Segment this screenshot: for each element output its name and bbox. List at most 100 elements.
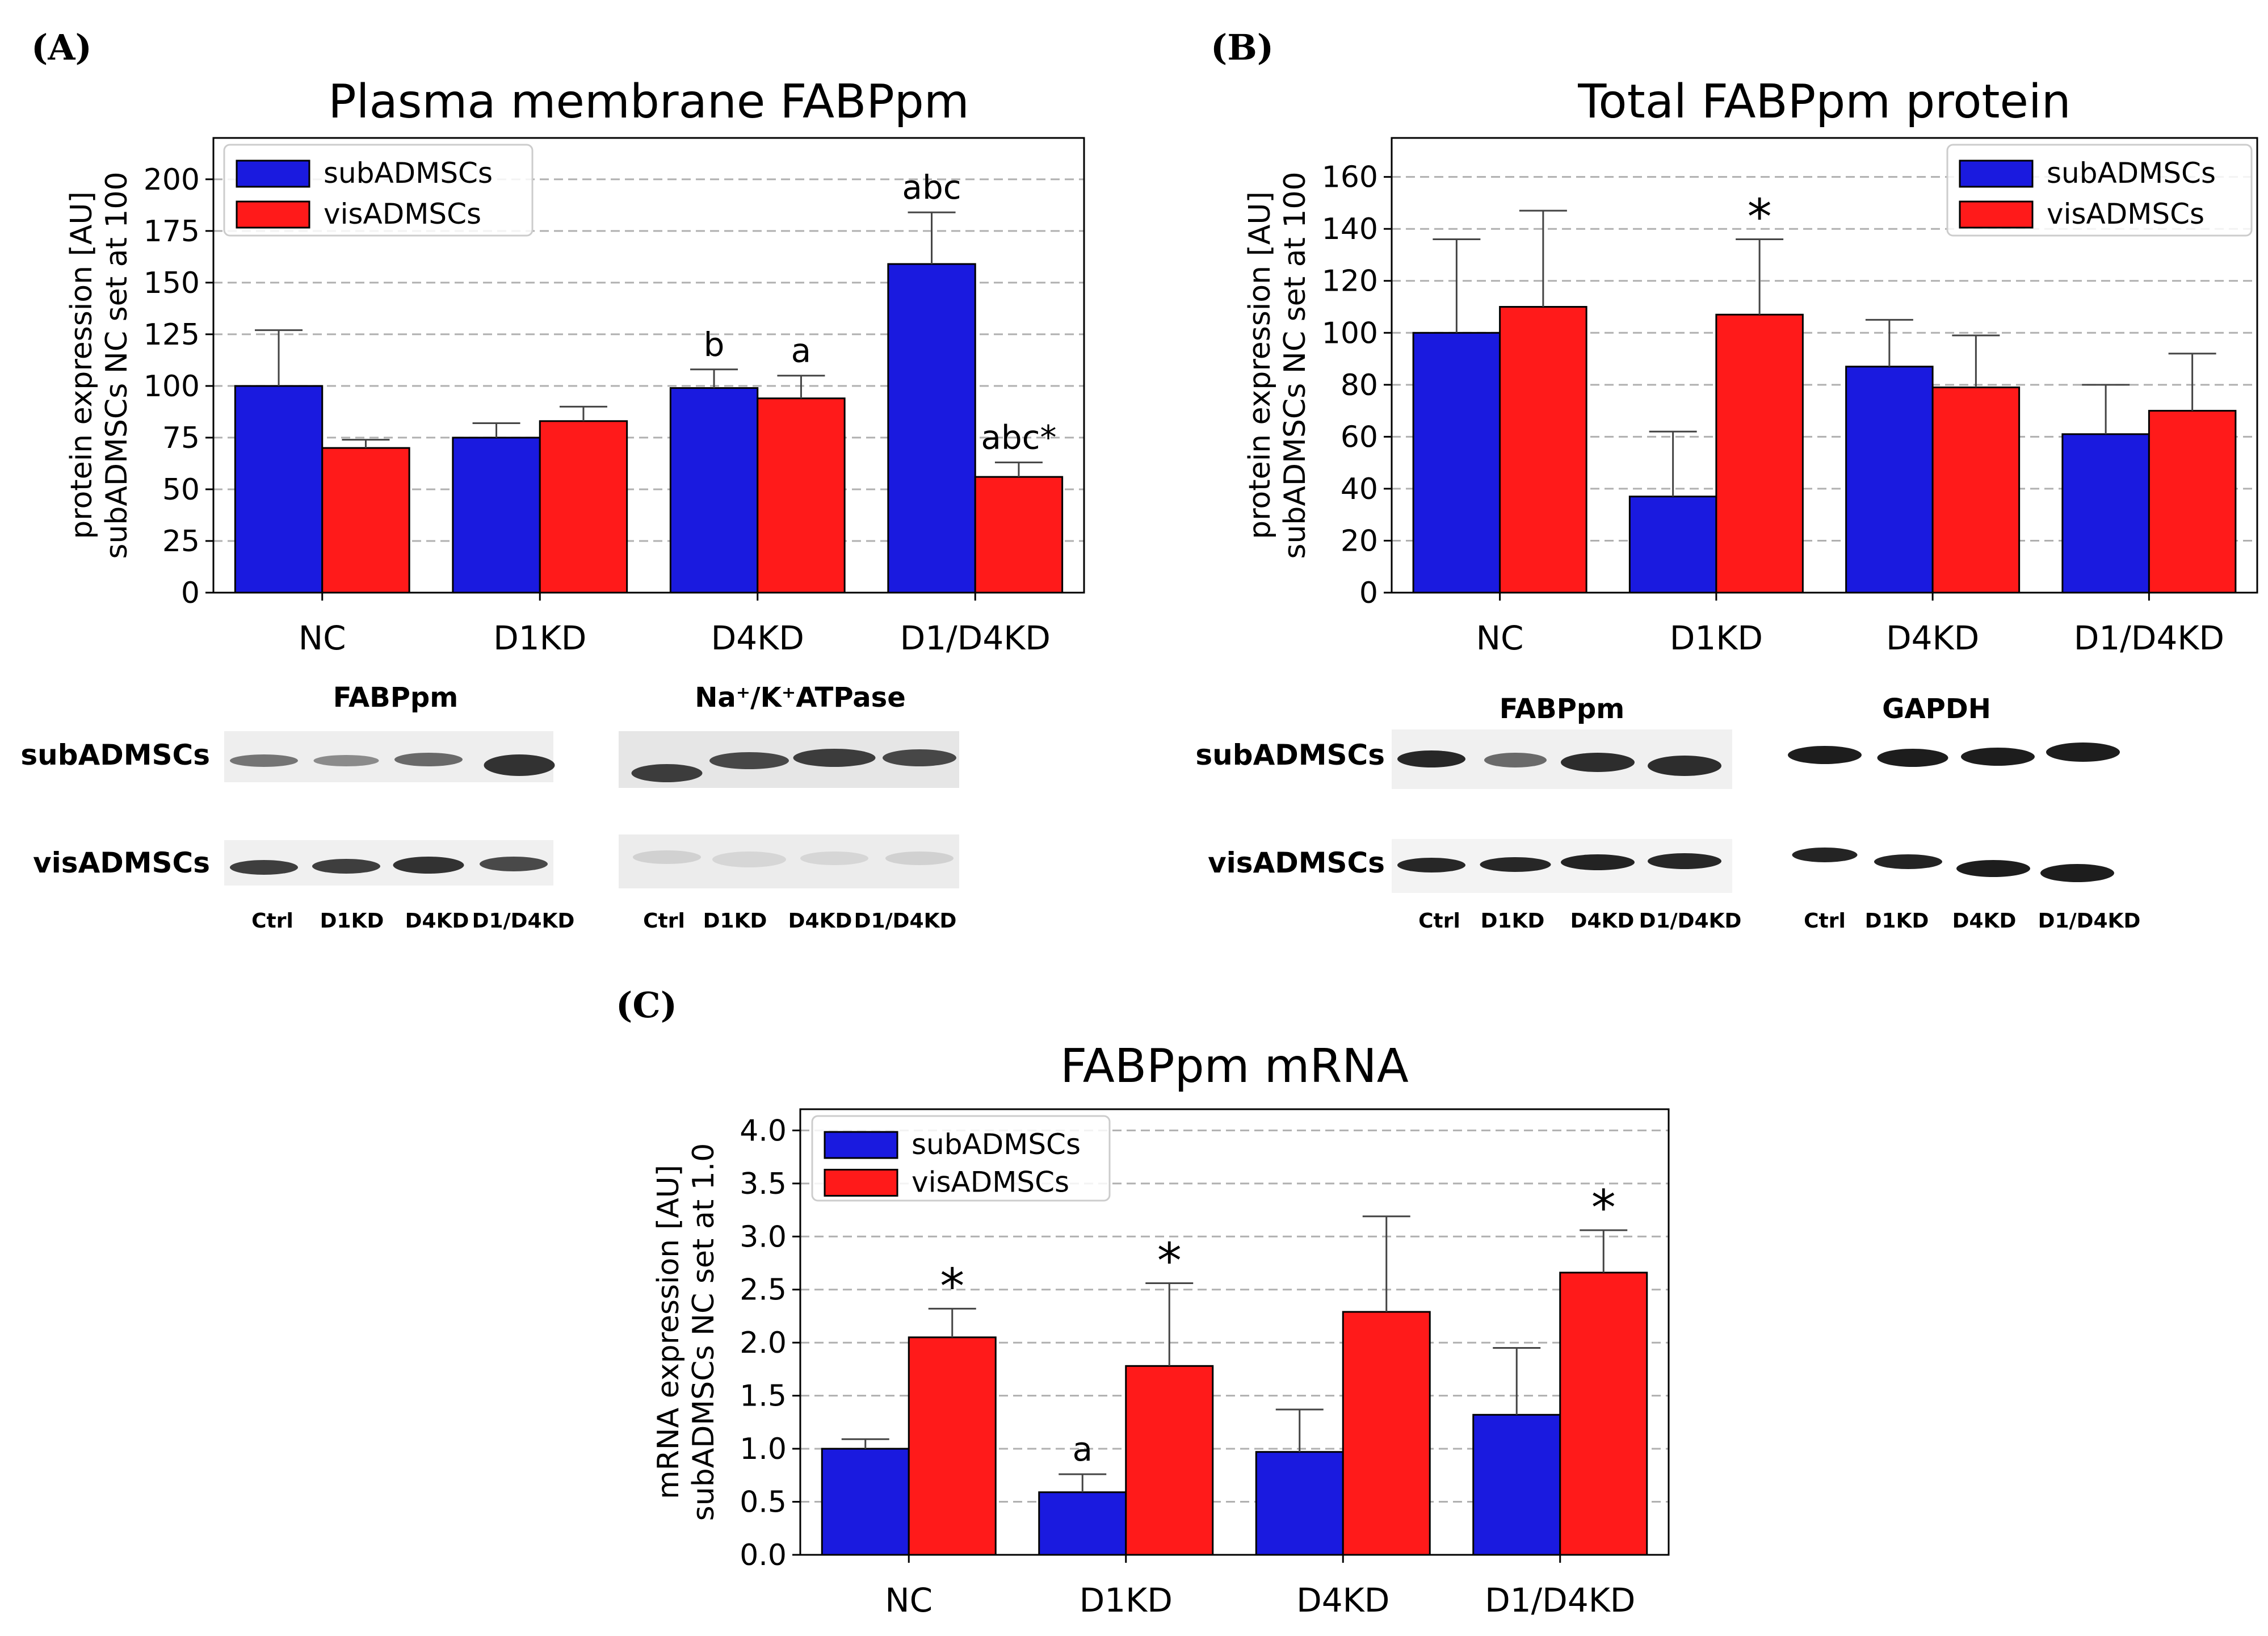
blot-band <box>1561 753 1635 772</box>
x-tick-label: NC <box>299 619 346 657</box>
y-tick-label: 100 <box>1322 316 1378 350</box>
bar-subadmscs <box>1472 1413 1561 1556</box>
bar-visadmscs <box>1559 1272 1648 1556</box>
legend-label: visADMSCs <box>324 198 481 230</box>
blot-lane-label: D4KD <box>1952 909 2017 933</box>
blot-lane-label: Ctrl <box>1804 909 1846 933</box>
legend-label: visADMSCs <box>912 1166 1069 1199</box>
y-tick-label: 200 <box>144 163 200 197</box>
blot-lane-label: Ctrl <box>1418 909 1460 933</box>
significance-annotation: * <box>1157 1233 1182 1290</box>
y-tick-label: 3.0 <box>740 1220 787 1254</box>
legend-label: subADMSCs <box>324 157 493 190</box>
legend-swatch <box>236 200 310 229</box>
blot-band <box>1648 756 1721 776</box>
bar-visadmscs <box>321 447 410 594</box>
plot-frame <box>212 137 1085 594</box>
bar-visadmscs <box>757 397 846 594</box>
bar-subadmscs <box>234 385 324 594</box>
western-blot-a: FABPpm Na⁺/K⁺ATPase subADMSCs visADMSCs Ctrl… <box>20 682 959 933</box>
bar-subadmscs <box>1038 1491 1127 1556</box>
x-tick-label: NC <box>1476 619 1524 657</box>
x-tick-label: D1/D4KD <box>900 619 1051 657</box>
y-tick-label: 1.0 <box>740 1432 787 1466</box>
bar-visadmscs <box>1125 1365 1214 1556</box>
blot-lane-label: D4KD <box>788 909 852 933</box>
y-tick-label: 2.5 <box>740 1273 787 1307</box>
blot-lane-label: D4KD <box>405 909 469 933</box>
blot-band <box>883 749 956 766</box>
plot-frame <box>799 1108 1670 1556</box>
blot-header: Na⁺/K⁺ATPase <box>695 682 906 714</box>
blot-lane-label: D1/D4KD <box>854 909 957 933</box>
y-tick-label: 0 <box>181 576 200 610</box>
plot-frame <box>1391 137 2258 594</box>
y-axis-label: subADMSCs NC set at 100 <box>100 171 134 559</box>
blot-row-label: visADMSCs <box>1208 846 1385 879</box>
blot-lane-label: D1KD <box>1865 909 1929 933</box>
y-tick-label: 25 <box>162 525 200 559</box>
y-tick-label: 50 <box>162 473 200 507</box>
y-tick-label: 0.0 <box>740 1538 787 1572</box>
x-tick-label: D1KD <box>493 619 586 657</box>
chart-title: Total FABPpm protein <box>1577 75 2071 129</box>
significance-annotation: * <box>1591 1180 1616 1236</box>
significance-annotation: b <box>704 325 725 364</box>
blot-band <box>709 752 789 769</box>
legend-swatch <box>1959 200 2034 229</box>
x-tick-label: D4KD <box>1296 1581 1389 1620</box>
y-tick-label: 2.0 <box>740 1326 787 1360</box>
legend-swatch <box>236 160 310 188</box>
blot-header: FABPpm <box>333 682 459 714</box>
bar-visadmscs <box>1931 386 2021 594</box>
significance-annotation: * <box>1748 189 1772 246</box>
blot-band <box>1788 746 1862 764</box>
blot-row-label: subADMSCs <box>20 739 210 771</box>
significance-annotation: abc* <box>981 418 1056 457</box>
chart-c: (C) FABPpm mRNA 0.0 0.5 1.0 1.5 2.0 2.5 3.0 3.5 4.… <box>616 984 1670 1620</box>
bar-subadmscs <box>1845 366 1934 594</box>
x-tick-label: D1/D4KD <box>2074 619 2224 657</box>
panel-label: (A) <box>31 27 92 68</box>
legend-label: visADMSCs <box>2047 198 2204 230</box>
bar-subadmscs <box>1628 496 1717 594</box>
y-tick-label: 20 <box>1341 524 1378 558</box>
bar-visadmscs <box>1715 313 1804 594</box>
blot-band <box>885 851 954 865</box>
bar-visadmscs <box>908 1336 997 1556</box>
blot-band <box>1877 749 1948 767</box>
y-tick-label: 3.5 <box>740 1167 787 1201</box>
blot-band <box>1484 753 1547 767</box>
blot-row-label: subADMSCs <box>1195 739 1385 771</box>
blot-band <box>230 860 298 875</box>
y-tick-label: 100 <box>144 370 200 404</box>
legend-label: subADMSCs <box>912 1128 1081 1161</box>
blot-background <box>619 834 959 888</box>
chart-b: (B) Total FABPpm protein 0 20 40 60 80 100 120 14… <box>1211 27 2258 657</box>
blot-band <box>1397 750 1465 767</box>
blot-band <box>800 851 868 865</box>
blot-lane-label: D1/D4KD <box>2038 909 2141 933</box>
y-axis-label: subADMSCs NC set at 1.0 <box>687 1143 721 1521</box>
y-tick-label: 1.5 <box>740 1379 787 1413</box>
blot-band <box>793 749 876 767</box>
blot-lane-label: D4KD <box>1570 909 1635 933</box>
blot-band <box>230 754 298 767</box>
panel-label: (B) <box>1211 27 1274 68</box>
x-tick-label: D1KD <box>1080 1581 1173 1620</box>
blot-lane-label: D1KD <box>703 909 767 933</box>
y-tick-label: 175 <box>144 215 200 249</box>
significance-annotation: a <box>791 332 812 370</box>
legend-swatch <box>1959 160 2034 188</box>
significance-annotation: a <box>1072 1430 1093 1469</box>
panel-label: (C) <box>616 984 677 1026</box>
bar-subadmscs <box>1255 1451 1344 1556</box>
blot-band <box>2046 743 2120 762</box>
y-tick-label: 150 <box>144 266 200 300</box>
bar-visadmscs <box>1342 1311 1431 1556</box>
blot-lane-label: D1KD <box>320 909 384 933</box>
legend-swatch <box>824 1169 898 1197</box>
blot-row-label: visADMSCs <box>33 846 210 879</box>
blot-lane-label: D1/D4KD <box>472 909 575 933</box>
